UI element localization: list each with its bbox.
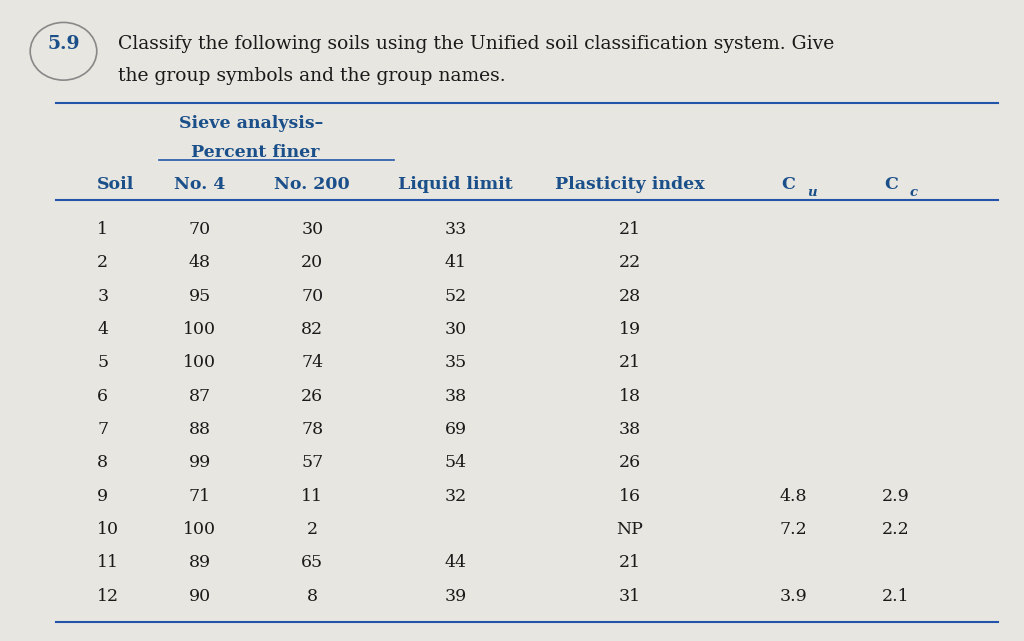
Text: 2: 2: [307, 521, 317, 538]
Text: No. 200: No. 200: [274, 176, 350, 194]
Text: 100: 100: [183, 521, 216, 538]
Text: 5: 5: [97, 354, 109, 372]
Text: 38: 38: [618, 421, 641, 438]
Text: 65: 65: [301, 554, 324, 572]
Text: 8: 8: [307, 588, 317, 605]
Text: Percent finer: Percent finer: [191, 144, 319, 162]
Text: 7.2: 7.2: [779, 521, 808, 538]
Text: 57: 57: [301, 454, 324, 472]
Text: 21: 21: [618, 354, 641, 372]
Text: 41: 41: [444, 254, 467, 272]
Text: 90: 90: [188, 588, 211, 605]
Text: 2.9: 2.9: [882, 488, 910, 505]
Text: 8: 8: [97, 454, 109, 472]
Text: 4: 4: [97, 321, 109, 338]
Text: 70: 70: [301, 288, 324, 305]
Text: Soil: Soil: [97, 176, 134, 194]
Text: 39: 39: [444, 588, 467, 605]
Text: 89: 89: [188, 554, 211, 572]
Text: 9: 9: [97, 488, 109, 505]
Text: 54: 54: [444, 454, 467, 472]
Text: 2.2: 2.2: [882, 521, 910, 538]
Text: 69: 69: [444, 421, 467, 438]
Text: 21: 21: [618, 221, 641, 238]
Text: 26: 26: [301, 388, 324, 405]
Text: 100: 100: [183, 321, 216, 338]
Text: 5.9: 5.9: [47, 35, 80, 53]
Text: 87: 87: [188, 388, 211, 405]
Text: 1: 1: [97, 221, 109, 238]
Text: 19: 19: [618, 321, 641, 338]
Text: Liquid limit: Liquid limit: [398, 176, 513, 194]
Text: 30: 30: [301, 221, 324, 238]
Text: 3: 3: [97, 288, 109, 305]
Text: 26: 26: [618, 454, 641, 472]
Text: 28: 28: [618, 288, 641, 305]
Text: 70: 70: [188, 221, 211, 238]
Text: 32: 32: [444, 488, 467, 505]
Text: 18: 18: [618, 388, 641, 405]
Text: 2.1: 2.1: [883, 588, 909, 605]
Text: 10: 10: [97, 521, 119, 538]
Text: 74: 74: [301, 354, 324, 372]
Text: c: c: [909, 186, 918, 199]
Text: 82: 82: [301, 321, 324, 338]
Text: 44: 44: [444, 554, 467, 572]
Text: 16: 16: [618, 488, 641, 505]
Text: 11: 11: [301, 488, 324, 505]
Text: C: C: [781, 176, 796, 194]
Text: Plasticity index: Plasticity index: [555, 176, 705, 194]
Text: 3.9: 3.9: [779, 588, 808, 605]
Text: 99: 99: [188, 454, 211, 472]
Text: 6: 6: [97, 388, 109, 405]
Text: 48: 48: [188, 254, 211, 272]
Text: 12: 12: [97, 588, 120, 605]
Text: 100: 100: [183, 354, 216, 372]
Text: No. 4: No. 4: [174, 176, 225, 194]
Text: 35: 35: [444, 354, 467, 372]
Text: 71: 71: [188, 488, 211, 505]
Text: 11: 11: [97, 554, 119, 572]
Text: 88: 88: [188, 421, 211, 438]
Text: 31: 31: [618, 588, 641, 605]
Text: Classify the following soils using the Unified soil classification system. Give: Classify the following soils using the U…: [118, 35, 834, 53]
Text: 22: 22: [618, 254, 641, 272]
Text: u: u: [807, 186, 816, 199]
Text: Sieve analysis–: Sieve analysis–: [179, 115, 324, 133]
Text: 7: 7: [97, 421, 109, 438]
Text: 33: 33: [444, 221, 467, 238]
Text: 78: 78: [301, 421, 324, 438]
Text: 20: 20: [301, 254, 324, 272]
Text: 52: 52: [444, 288, 467, 305]
Text: NP: NP: [616, 521, 643, 538]
Text: the group symbols and the group names.: the group symbols and the group names.: [118, 67, 506, 85]
Text: 30: 30: [444, 321, 467, 338]
Text: 95: 95: [188, 288, 211, 305]
Text: 4.8: 4.8: [780, 488, 807, 505]
Text: 2: 2: [97, 254, 109, 272]
Text: 38: 38: [444, 388, 467, 405]
Text: 21: 21: [618, 554, 641, 572]
Text: C: C: [884, 176, 898, 194]
